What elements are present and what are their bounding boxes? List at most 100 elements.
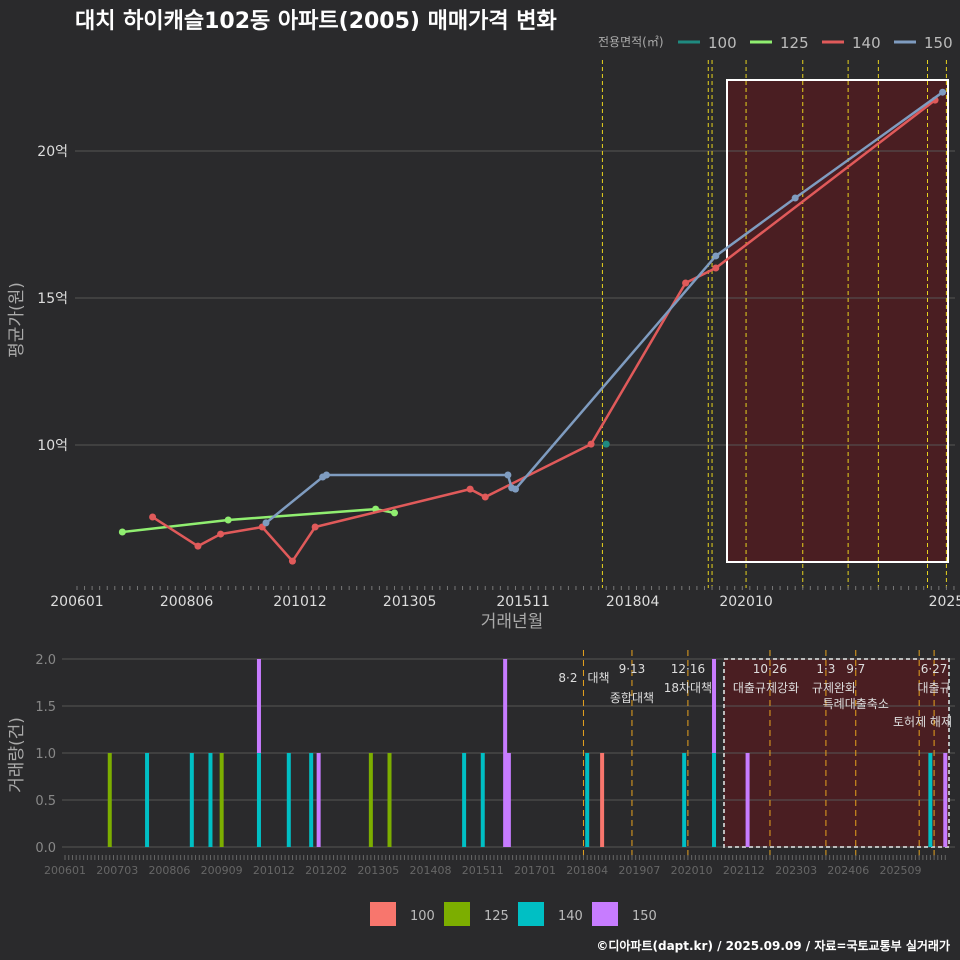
event-date: 10·26 <box>753 662 787 676</box>
bar-140 <box>712 753 717 847</box>
y-tick-label: 20억 <box>37 144 68 160</box>
event-date: 6·27 <box>921 662 948 676</box>
x-tick-label: 201511 <box>496 594 549 610</box>
legend-label: 150 <box>924 34 953 52</box>
x-tick-label: 200703 <box>96 864 138 877</box>
y-tick-label: 10억 <box>37 438 68 454</box>
event-label: 토허제 해제 <box>893 715 952 729</box>
data-point-140 <box>481 493 489 501</box>
y-tick-label: 0.0 <box>35 841 56 856</box>
x-tick-label: 201305 <box>383 594 436 610</box>
bar-140 <box>145 753 150 847</box>
bar-140 <box>928 753 933 847</box>
legend-title: 전용면적(㎡) <box>598 35 664 49</box>
x-tick-label: 200806 <box>148 864 190 877</box>
x-axis-title: 거래년월 <box>481 612 544 632</box>
x-tick-label: 201907 <box>618 864 660 877</box>
y-tick-label: 1.0 <box>35 747 56 762</box>
event-label: 대출규 <box>918 681 951 695</box>
event-label: 18차대책 <box>664 680 712 695</box>
data-point-125 <box>391 509 399 517</box>
x-tick-label: 201701 <box>514 864 556 877</box>
legend-label: 150 <box>632 909 657 924</box>
bar-150 <box>506 753 511 847</box>
x-tick-label: 200806 <box>160 594 214 610</box>
data-point-150 <box>712 252 720 260</box>
event-date: 9·13 <box>619 662 646 676</box>
data-point-150 <box>504 471 512 479</box>
data-point-100 <box>602 440 610 448</box>
legend-label: 140 <box>852 34 881 52</box>
event-date: 12·16 <box>671 662 705 676</box>
x-tick-label: 202010 <box>671 864 713 877</box>
bar-150 <box>503 659 508 847</box>
bar-125 <box>219 753 224 847</box>
data-point-140 <box>217 530 225 538</box>
event-label: 규제완화 <box>812 681 856 695</box>
y-tick-label: 1.5 <box>35 700 56 715</box>
event-label: 종합대책 <box>610 690 654 705</box>
data-point-150 <box>791 194 799 202</box>
bar-140 <box>189 753 194 847</box>
bar-140 <box>208 753 213 847</box>
data-point-140 <box>194 542 202 550</box>
event-date: 9·7 <box>846 662 865 676</box>
x-tick-label: 201012 <box>273 594 326 610</box>
x-tick-label: 201012 <box>253 864 295 877</box>
bar-125 <box>368 753 373 847</box>
x-tick-label: 200601 <box>50 594 103 610</box>
data-point-140 <box>311 523 319 531</box>
bar-150 <box>316 753 321 847</box>
y-axis-title: 거래량(건) <box>7 717 27 793</box>
legend-label: 100 <box>410 909 435 924</box>
bar-150 <box>943 753 948 847</box>
x-tick-label: 200601 <box>44 864 86 877</box>
data-point-150 <box>939 88 947 96</box>
bar-150 <box>712 659 717 753</box>
x-tick-label: 202406 <box>827 864 869 877</box>
x-tick-label: 201804 <box>566 864 608 877</box>
x-tick-label: 200909 <box>201 864 243 877</box>
bar-125 <box>387 753 392 847</box>
bar-140 <box>309 753 314 847</box>
legend-label: 100 <box>708 34 737 52</box>
bar-150 <box>745 753 750 847</box>
x-tick-label: 202010 <box>719 594 772 610</box>
chart-title: 대치 하이캐슬102동 아파트(2005) 매매가격 변화 <box>75 9 557 34</box>
event-label: 대출규제강화 <box>733 681 799 695</box>
data-point-140 <box>587 440 595 448</box>
bar-140 <box>480 753 485 847</box>
event-date: 1·3 <box>816 662 835 676</box>
y-axis-title: 평균가(원) <box>7 282 27 358</box>
legend-label: 140 <box>558 909 583 924</box>
x-tick-label: 201408 <box>410 864 452 877</box>
legend-label: 125 <box>484 909 509 924</box>
footer-credit: ©디아파트(dapt.kr) / 2025.09.09 / 자료=국토교통부 실… <box>596 938 950 953</box>
bar-140 <box>682 753 687 847</box>
highlight-box <box>726 79 949 563</box>
event-label: 대책 <box>587 670 609 685</box>
event-label: 특례대출축소 <box>823 697 889 711</box>
data-point-150 <box>511 485 519 493</box>
data-point-125 <box>118 528 126 536</box>
bar-125 <box>107 753 112 847</box>
legend-swatch-150 <box>592 902 618 926</box>
legend-swatch-100 <box>370 902 396 926</box>
x-tick-label: 201511 <box>462 864 504 877</box>
bar-140 <box>286 753 291 847</box>
x-tick-label: 201305 <box>357 864 399 877</box>
data-point-150 <box>262 519 270 527</box>
x-tick-label: 201804 <box>606 594 660 610</box>
bar-140 <box>462 753 467 847</box>
y-tick-label: 2.0 <box>35 653 56 668</box>
data-point-140 <box>712 264 720 272</box>
x-tick-label: 202303 <box>775 864 817 877</box>
x-tick-label: 202509 <box>880 864 922 877</box>
data-point-140 <box>149 513 157 521</box>
bar-140 <box>585 753 590 847</box>
legend-swatch-140 <box>518 902 544 926</box>
highlight-box-bottom <box>723 658 950 848</box>
bar-150 <box>256 659 261 753</box>
highlight-region <box>727 80 948 562</box>
